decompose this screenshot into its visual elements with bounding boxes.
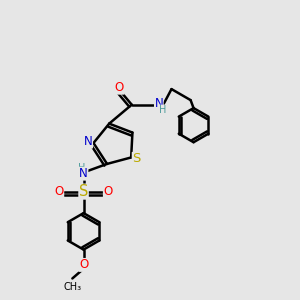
Text: N: N [84,135,93,148]
Text: O: O [55,185,64,198]
Text: CH₃: CH₃ [63,282,81,292]
Text: O: O [79,258,88,272]
Text: H: H [159,105,166,115]
Text: O: O [103,185,112,198]
Text: N: N [154,97,163,110]
Text: S: S [132,152,141,165]
Text: N: N [79,167,88,180]
Text: H: H [78,163,86,173]
Text: O: O [115,81,124,94]
Text: S: S [79,184,88,199]
